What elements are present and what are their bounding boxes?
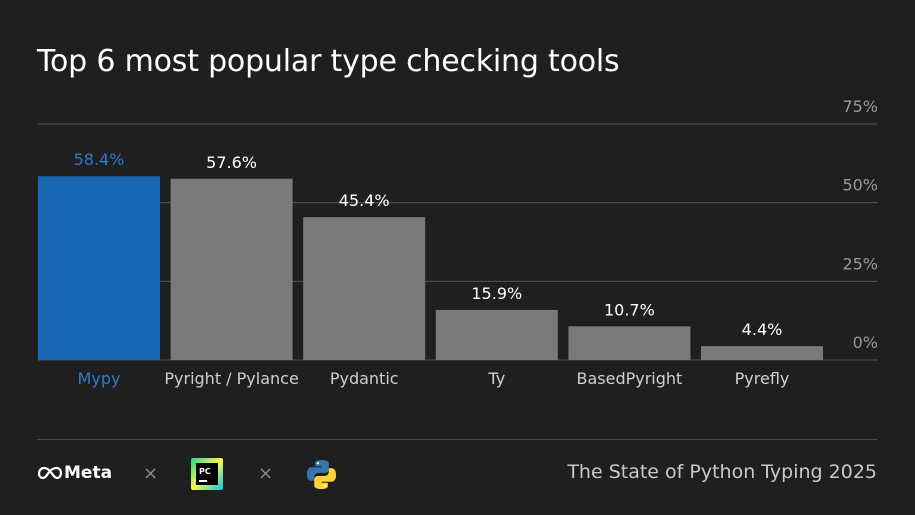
category-label: BasedPyright xyxy=(576,369,682,388)
footer-divider xyxy=(37,439,878,440)
chart-title: Top 6 most popular type checking tools xyxy=(37,44,620,79)
category-label: Mypy xyxy=(78,369,121,388)
bar xyxy=(38,176,160,360)
bar xyxy=(568,326,691,360)
pycharm-icon: PC xyxy=(191,458,223,490)
svg-text:PC: PC xyxy=(199,467,211,476)
data-label: 58.4% xyxy=(74,150,125,169)
footer-source-text: The State of Python Typing 2025 xyxy=(567,461,877,483)
category-label: Pyright / Pylance xyxy=(164,369,298,388)
category-label: Pyrefly xyxy=(735,369,790,388)
bar xyxy=(701,346,823,360)
data-label: 4.4% xyxy=(742,320,783,339)
data-label: 45.4% xyxy=(339,191,390,210)
y-tick-label: 0% xyxy=(853,333,878,352)
bar-chart: 0% 25% 50% 75% 58.4% Mypy 57.6% Pyright / Pylan… xyxy=(38,97,878,388)
data-label: 15.9% xyxy=(471,284,522,303)
bar xyxy=(435,309,558,360)
bar xyxy=(303,217,426,360)
y-tick-label: 25% xyxy=(842,254,878,273)
category-label: Ty xyxy=(487,369,505,388)
y-tick-label: 50% xyxy=(842,176,878,195)
data-label: 10.7% xyxy=(604,300,655,319)
separator-x: × xyxy=(143,463,159,484)
separator-x-2: × xyxy=(258,463,274,484)
python-logo-icon xyxy=(306,459,337,490)
category-label: Pydantic xyxy=(330,369,399,388)
data-label: 57.6% xyxy=(206,153,257,172)
meta-infinity-icon xyxy=(38,466,62,480)
y-tick-label: 75% xyxy=(842,97,878,116)
meta-logo-text: Meta xyxy=(64,463,113,483)
meta-logo: Meta xyxy=(38,463,112,483)
bar xyxy=(170,178,293,360)
